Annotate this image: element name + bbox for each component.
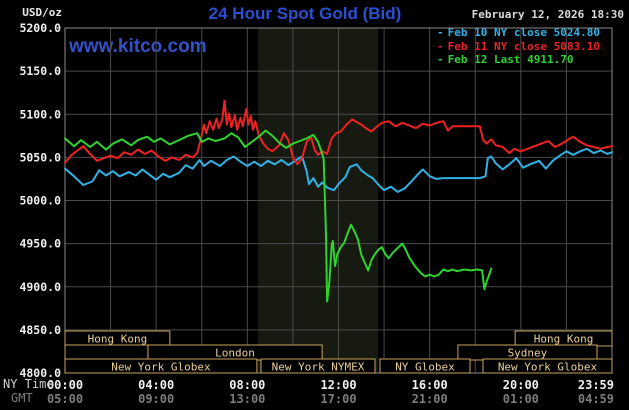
legend-label: Feb 12 Last 4911.70: [447, 53, 574, 66]
legend-label: Feb 10 NY close 5024.80: [447, 26, 600, 39]
datetime-label: February 12, 2026 18:30: [471, 8, 624, 21]
series-feb-11-line: [64, 99, 613, 166]
unit-label: USD/oz: [22, 6, 62, 19]
ny-time-axis-label: NY Time: [3, 377, 54, 391]
x-tick-gmt: 04:59: [578, 392, 614, 406]
session-label: Hong Kong: [88, 333, 148, 346]
legend-item: - Feb 10 NY close 5024.80: [437, 26, 600, 40]
y-tick-label: 4800.0: [19, 366, 61, 380]
y-tick-label: 4950.0: [19, 237, 61, 251]
legend-item: - Feb 11 NY close 5083.10: [437, 40, 600, 54]
x-tick-gmt: 09:00: [138, 392, 174, 406]
session-label: New York Globex: [498, 361, 598, 374]
y-tick-label: 5050.0: [19, 150, 61, 164]
session-box: [64, 344, 149, 361]
y-tick-label: 5200.0: [19, 21, 61, 35]
x-tick-ny: 20:00: [503, 378, 539, 392]
legend-dash-icon: -: [437, 26, 444, 39]
session-box: [260, 358, 376, 374]
session-box: [64, 358, 258, 374]
session-label: NY Globex: [395, 361, 455, 374]
session-box: [482, 358, 613, 374]
x-tick-ny: 23:59: [578, 378, 614, 392]
session-box: [379, 358, 471, 374]
session-label: New York Globex: [111, 361, 211, 374]
y-tick-label: 4900.0: [19, 280, 61, 294]
kitco-watermark-link[interactable]: www.kitco.com: [69, 36, 207, 57]
y-tick-label: 4850.0: [19, 323, 61, 337]
x-tick-ny: 04:00: [138, 378, 174, 392]
x-tick-gmt: 17:00: [320, 392, 356, 406]
x-tick-gmt: 13:00: [229, 392, 265, 406]
session-label: London: [215, 347, 255, 360]
x-tick-ny: 00:00: [47, 378, 83, 392]
legend: - Feb 10 NY close 5024.80- Feb 11 NY close…: [437, 26, 600, 67]
session-label: Sydney: [508, 347, 548, 360]
legend-dash-icon: -: [437, 53, 444, 66]
x-tick-gmt: 21:00: [412, 392, 448, 406]
x-tick-gmt: 01:00: [503, 392, 539, 406]
series-feb-10-line: [64, 147, 613, 193]
x-tick-ny: 08:00: [229, 378, 265, 392]
x-tick-gmt: 05:00: [47, 392, 83, 406]
chart-title: 24 Hour Spot Gold (Bid): [208, 4, 402, 23]
legend-item: - Feb 12 Last 4911.70: [437, 53, 600, 67]
y-tick-label: 5000.0: [19, 194, 61, 208]
legend-label: Feb 11 NY close 5083.10: [447, 39, 600, 53]
session-label: New York NYMEX: [272, 361, 365, 374]
session-label: Hong Kong: [534, 333, 594, 346]
series-feb-12-line: [64, 129, 493, 303]
gmt-axis-label: GMT: [11, 391, 33, 405]
legend-dash-icon: -: [437, 39, 444, 53]
x-tick-ny: 16:00: [412, 378, 448, 392]
y-tick-label: 5100.0: [19, 107, 61, 121]
x-tick-ny: 12:00: [320, 378, 356, 392]
y-tick-label: 5150.0: [19, 64, 61, 78]
